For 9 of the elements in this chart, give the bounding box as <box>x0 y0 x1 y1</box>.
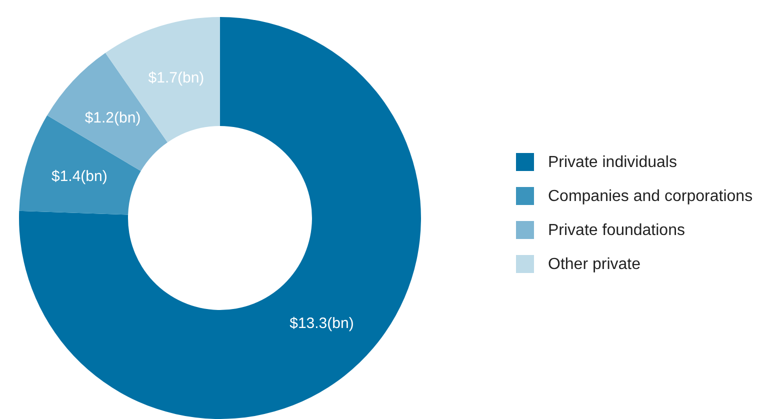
donut-slice <box>19 17 421 419</box>
legend-label: Private foundations <box>548 222 685 238</box>
legend-label: Private individuals <box>548 154 677 170</box>
data-label: $1.7(bn) <box>148 70 204 87</box>
data-label: $1.4(bn) <box>51 168 108 186</box>
legend-label: Other private <box>548 256 640 272</box>
data-label: $13.3(bn) <box>290 314 354 332</box>
legend-label: Companies and corporations <box>548 188 753 204</box>
data-label: $1.2(bn) <box>84 110 141 127</box>
